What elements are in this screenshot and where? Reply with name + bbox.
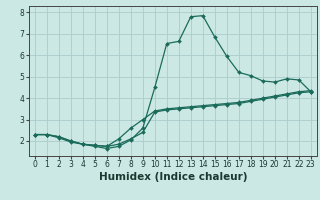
X-axis label: Humidex (Indice chaleur): Humidex (Indice chaleur) [99,172,247,182]
